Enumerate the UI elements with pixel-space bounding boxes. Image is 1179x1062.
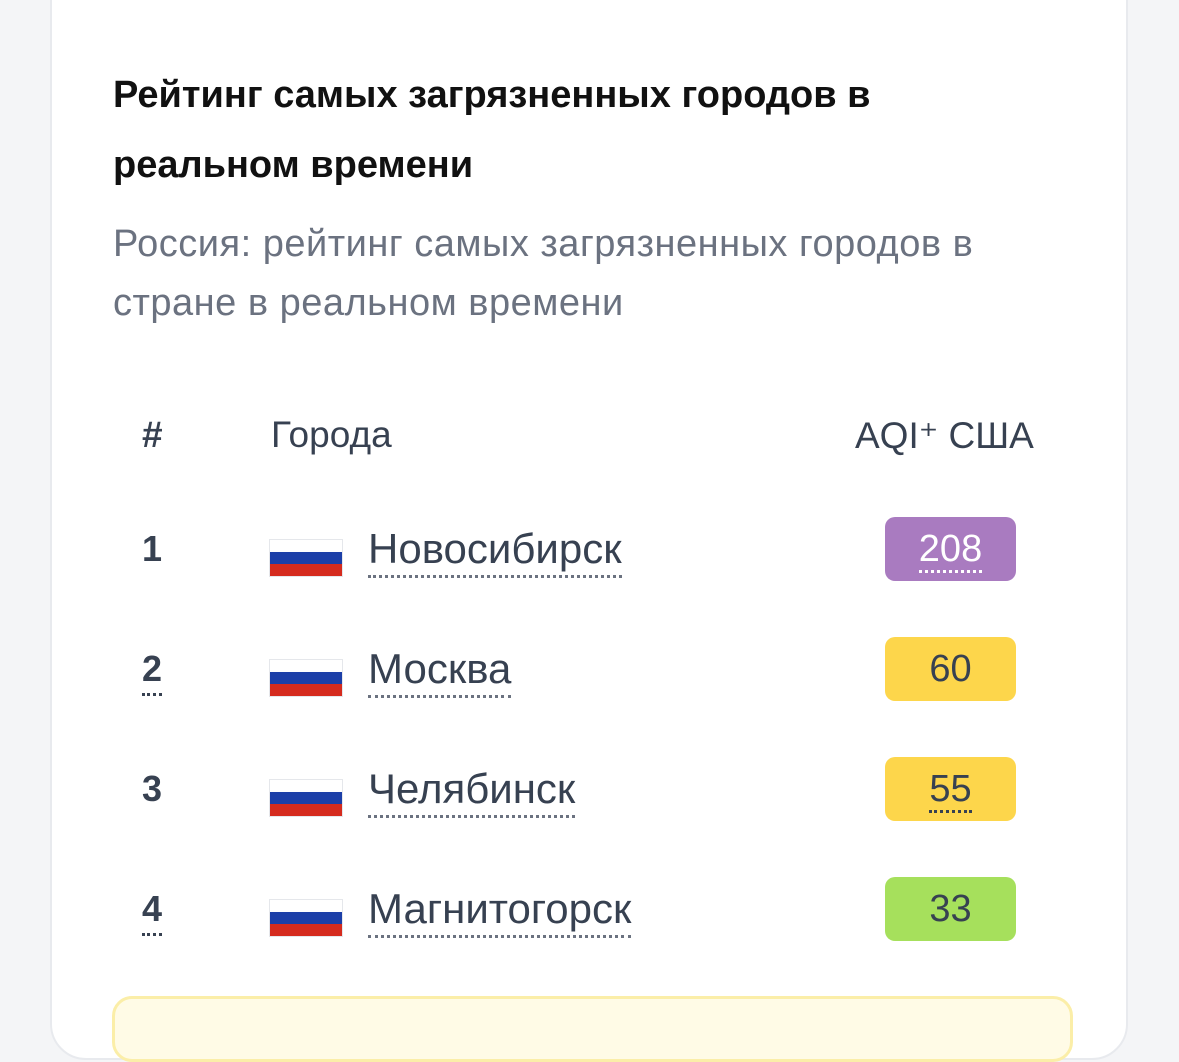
city-link[interactable]: Челябинск — [368, 763, 576, 818]
city-link[interactable]: Новосибирск — [368, 523, 622, 578]
aqi-badge: 208 — [885, 517, 1016, 581]
aqi-value: 55 — [929, 768, 972, 813]
aqi-value: 33 — [929, 888, 972, 930]
column-header: # — [142, 414, 163, 455]
rank-number: 2 — [142, 648, 163, 696]
aqi-value: 208 — [918, 528, 983, 573]
rank: 4 — [142, 888, 163, 936]
aqi-badge: 33 — [885, 877, 1016, 941]
rank-number: 4 — [142, 888, 163, 936]
flag — [270, 660, 342, 696]
flag — [270, 540, 342, 576]
aqi-badge: 55 — [885, 757, 1016, 821]
flag — [270, 780, 342, 816]
aqi-badge: 60 — [885, 637, 1016, 701]
column-header: Города — [271, 414, 392, 455]
rank-number: 1 — [142, 528, 163, 569]
rank: 2 — [142, 648, 163, 696]
rank-number: 3 — [142, 768, 163, 809]
rank: 1 — [142, 528, 162, 570]
column-header: AQI⁺ США — [855, 415, 1034, 456]
city-link[interactable]: Москва — [368, 643, 512, 698]
page: Рейтинг самых загрязненных городов в реа… — [50, 0, 1128, 1062]
subtitle: Россия: рейтинг самых загрязненных город… — [113, 223, 974, 324]
title: Рейтинг самых загрязненных городов в реа… — [113, 74, 871, 186]
rank: 3 — [142, 768, 162, 810]
city-link[interactable]: Магнитогорск — [368, 883, 632, 938]
notice-box — [112, 996, 1073, 1062]
flag — [270, 900, 342, 936]
aqi-value: 60 — [929, 648, 972, 690]
